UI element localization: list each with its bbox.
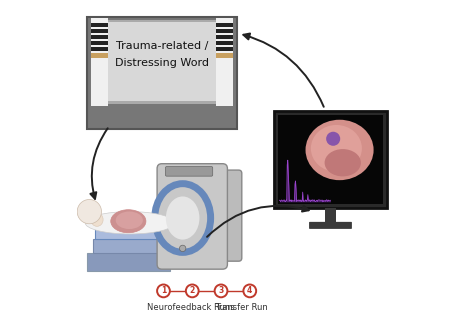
FancyBboxPatch shape — [216, 41, 233, 45]
Text: Neurofeedback Runs: Neurofeedback Runs — [147, 303, 235, 312]
Ellipse shape — [306, 120, 374, 180]
FancyBboxPatch shape — [157, 164, 228, 269]
FancyBboxPatch shape — [216, 47, 233, 51]
Ellipse shape — [311, 125, 362, 172]
FancyBboxPatch shape — [278, 115, 383, 204]
FancyBboxPatch shape — [274, 111, 387, 208]
FancyBboxPatch shape — [98, 20, 226, 104]
Text: 2: 2 — [190, 286, 195, 295]
Ellipse shape — [166, 196, 200, 239]
FancyBboxPatch shape — [216, 35, 233, 39]
Ellipse shape — [116, 212, 143, 229]
FancyBboxPatch shape — [93, 239, 170, 253]
FancyBboxPatch shape — [216, 29, 233, 33]
FancyBboxPatch shape — [101, 22, 222, 101]
Text: 1: 1 — [161, 286, 166, 295]
FancyBboxPatch shape — [91, 47, 108, 51]
FancyBboxPatch shape — [309, 222, 352, 229]
FancyBboxPatch shape — [95, 227, 191, 239]
FancyBboxPatch shape — [197, 170, 242, 261]
FancyBboxPatch shape — [91, 22, 108, 27]
Circle shape — [77, 199, 101, 224]
Ellipse shape — [91, 213, 103, 226]
Circle shape — [326, 132, 340, 146]
Ellipse shape — [85, 212, 175, 234]
Ellipse shape — [111, 210, 146, 233]
Text: 3: 3 — [219, 286, 224, 295]
FancyBboxPatch shape — [87, 253, 170, 271]
FancyBboxPatch shape — [216, 22, 233, 27]
FancyBboxPatch shape — [165, 167, 213, 176]
Text: Trauma-related /: Trauma-related / — [116, 41, 208, 51]
Ellipse shape — [325, 149, 361, 176]
Ellipse shape — [155, 184, 210, 252]
FancyBboxPatch shape — [325, 208, 336, 224]
Circle shape — [243, 284, 256, 297]
FancyBboxPatch shape — [91, 53, 108, 57]
Text: Distressing Word: Distressing Word — [115, 57, 209, 67]
Text: Transfer Run: Transfer Run — [215, 303, 268, 312]
Circle shape — [180, 245, 186, 252]
Circle shape — [157, 284, 170, 297]
Text: 4: 4 — [247, 286, 253, 295]
Circle shape — [186, 284, 199, 297]
FancyBboxPatch shape — [216, 18, 233, 106]
FancyBboxPatch shape — [91, 35, 108, 39]
Circle shape — [215, 284, 228, 297]
FancyBboxPatch shape — [91, 29, 108, 33]
FancyBboxPatch shape — [91, 18, 108, 106]
FancyBboxPatch shape — [216, 53, 233, 57]
FancyBboxPatch shape — [91, 41, 108, 45]
FancyBboxPatch shape — [87, 17, 237, 128]
